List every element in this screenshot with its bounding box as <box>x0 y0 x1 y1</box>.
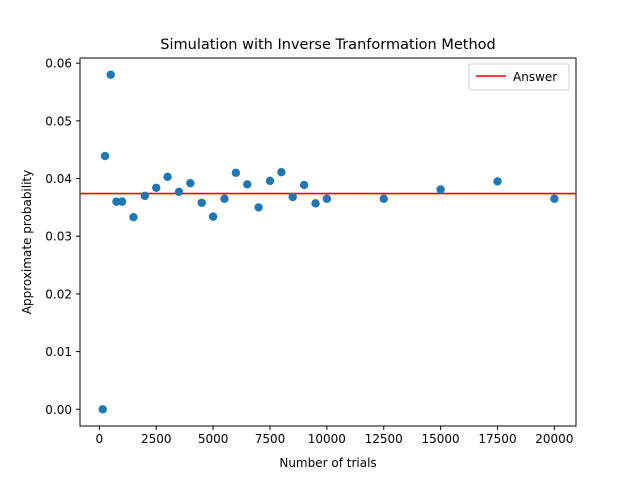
x-tick-label: 7500 <box>255 432 286 446</box>
x-tick-label: 10000 <box>308 432 346 446</box>
legend: Answer <box>468 63 570 91</box>
data-point <box>117 197 127 206</box>
chart-title: Simulation with Inverse Tranformation Me… <box>160 37 495 53</box>
x-tick-label: 20000 <box>535 432 573 446</box>
y-axis-label: Approximate probability <box>20 170 34 315</box>
y-tick-label: 0.06 <box>45 57 72 71</box>
data-point <box>277 168 286 177</box>
x-tick-label: 12500 <box>365 432 403 446</box>
data-point <box>243 180 252 189</box>
y-tick-label: 0.03 <box>45 230 72 244</box>
data-point <box>140 191 150 201</box>
data-point <box>163 172 172 182</box>
data-point <box>493 177 502 186</box>
x-tick-label: 2500 <box>141 432 172 446</box>
x-tick-label: 5000 <box>198 432 229 446</box>
plot-area-frame <box>79 57 577 427</box>
data-point <box>288 192 297 202</box>
data-point <box>379 194 388 203</box>
data-point <box>174 187 184 197</box>
y-axis-ticks: 0.00 0.01 0.02 0.03 0.04 0.05 0.06 <box>45 57 80 417</box>
x-tick-label: 17500 <box>478 432 516 446</box>
data-point <box>208 212 218 221</box>
x-tick-label: 15000 <box>422 432 460 446</box>
data-point <box>254 203 263 212</box>
data-point <box>322 194 332 203</box>
data-point <box>220 194 229 203</box>
legend-box <box>468 63 570 91</box>
data-point <box>98 405 107 414</box>
data-point <box>436 185 445 194</box>
data-point <box>550 194 559 203</box>
y-tick-label: 0.00 <box>45 403 72 417</box>
legend-label: Answer <box>513 70 557 84</box>
y-tick-label: 0.05 <box>45 114 72 128</box>
data-point <box>100 151 110 161</box>
data-point <box>197 198 206 207</box>
data-point <box>152 183 161 192</box>
data-point <box>265 176 275 186</box>
x-tick-label: 0 <box>96 432 104 446</box>
data-point <box>299 180 309 190</box>
y-tick-label: 0.01 <box>45 345 72 359</box>
data-point <box>106 70 115 79</box>
data-point <box>311 199 320 208</box>
data-points <box>98 70 559 414</box>
y-tick-label: 0.04 <box>45 172 72 186</box>
data-point <box>186 178 195 188</box>
x-axis-label: Number of trials <box>279 456 376 470</box>
x-axis-ticks: 0 2500 5000 7500 10000 12500 15000 17500 20000 <box>96 426 573 446</box>
data-point <box>129 212 138 222</box>
y-tick-label: 0.02 <box>45 287 72 301</box>
data-point <box>231 168 241 177</box>
